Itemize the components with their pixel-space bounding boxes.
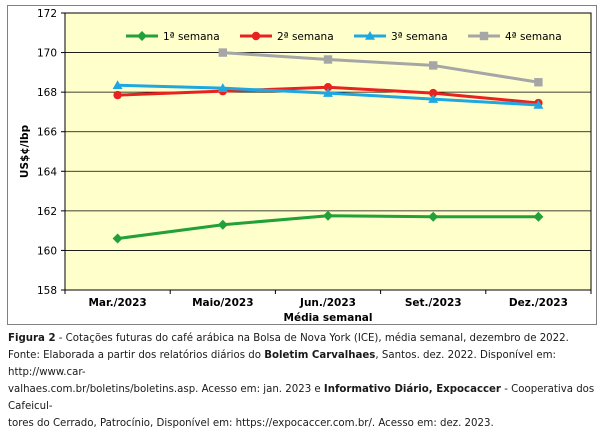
line-chart: 158 160 162 164 166 168 170 172 Mar./2023 Maio/20… xyxy=(19,8,592,324)
legend-marker-2 xyxy=(251,31,261,41)
data-point-1 xyxy=(428,211,439,222)
figure-text: - Cotações futuras do café arábica na Bo… xyxy=(55,333,569,344)
figure-label: Figura 2 xyxy=(8,333,56,344)
legend-marker-3 xyxy=(365,31,375,40)
caption-source-line-2: valhaes.com.br/boletins/boletins.asp. Ac… xyxy=(8,381,598,415)
legend-label-1: 1ª semana xyxy=(163,31,220,43)
data-point-1 xyxy=(533,211,544,222)
y-tick-label: 170 xyxy=(37,48,57,60)
x-tick-label: Mar./2023 xyxy=(88,297,146,309)
source-expocaccer: Informativo Diário, Expocaccer xyxy=(323,384,501,395)
figure-caption: Figura 2 - Cotações futuras do café aráb… xyxy=(8,330,598,432)
source-prefix: Fonte: Elaborada a partir dos relatórios… xyxy=(8,350,265,361)
data-point-2 xyxy=(429,88,438,98)
data-point-3 xyxy=(112,80,123,90)
data-point-1 xyxy=(112,233,123,244)
data-point-2 xyxy=(323,82,333,92)
legend-marker-4 xyxy=(479,31,489,41)
y-tick-label: 164 xyxy=(37,166,57,178)
data-point-3 xyxy=(217,83,228,92)
y-tick-label: 168 xyxy=(37,87,57,99)
source-mid: , Santos. dez. 2022. Disponível em: http… xyxy=(8,350,556,378)
x-tick-label: Maio/2023 xyxy=(192,297,253,309)
x-tick-label: Dez./2023 xyxy=(509,297,568,309)
source-boletim: Boletim Carvalhaes xyxy=(264,350,376,361)
data-point-3 xyxy=(533,100,544,109)
data-point-3 xyxy=(428,94,439,103)
data-point-4 xyxy=(323,55,333,64)
x-tick-label: Jun./2023 xyxy=(299,297,356,309)
y-tick-label: 160 xyxy=(37,245,57,257)
data-point-3 xyxy=(323,88,333,97)
caption-source-line-1: Fonte: Elaborada a partir dos relatórios… xyxy=(8,347,598,381)
legend-marker-1 xyxy=(137,31,147,41)
data-point-4 xyxy=(429,61,438,70)
data-point-4 xyxy=(218,48,227,57)
y-tick-label: 166 xyxy=(37,127,57,139)
y-axis-title: US$¢/lbp xyxy=(19,124,31,178)
legend-label-3: 3ª semana xyxy=(391,31,448,43)
data-point-1 xyxy=(323,210,333,221)
plot-area xyxy=(64,12,592,291)
x-tick-label: Set./2023 xyxy=(405,297,462,309)
source-line3: tores do Cerrado, Patrocínio, Disponível… xyxy=(8,418,494,429)
x-axis-title: Média semanal xyxy=(284,312,373,324)
data-point-1 xyxy=(217,219,228,230)
caption-title-line: Figura 2 - Cotações futuras do café aráb… xyxy=(8,330,598,347)
legend-label-4: 4ª semana xyxy=(505,31,562,43)
source-line2a: valhaes.com.br/boletins/boletins.asp. Ac… xyxy=(8,384,324,395)
data-point-4 xyxy=(534,78,543,87)
data-point-2 xyxy=(113,90,122,100)
legend-label-2: 2ª semana xyxy=(277,31,334,43)
y-tick-label: 162 xyxy=(37,206,57,218)
series-line-4 xyxy=(222,51,539,84)
chart-frame: 158 160 162 164 166 168 170 172 Mar./2023 Maio/20… xyxy=(7,5,597,325)
y-tick-label: 158 xyxy=(37,285,57,297)
y-tick-label: 172 xyxy=(37,8,57,20)
caption-source-line-3: tores do Cerrado, Patrocínio, Disponível… xyxy=(8,415,598,432)
